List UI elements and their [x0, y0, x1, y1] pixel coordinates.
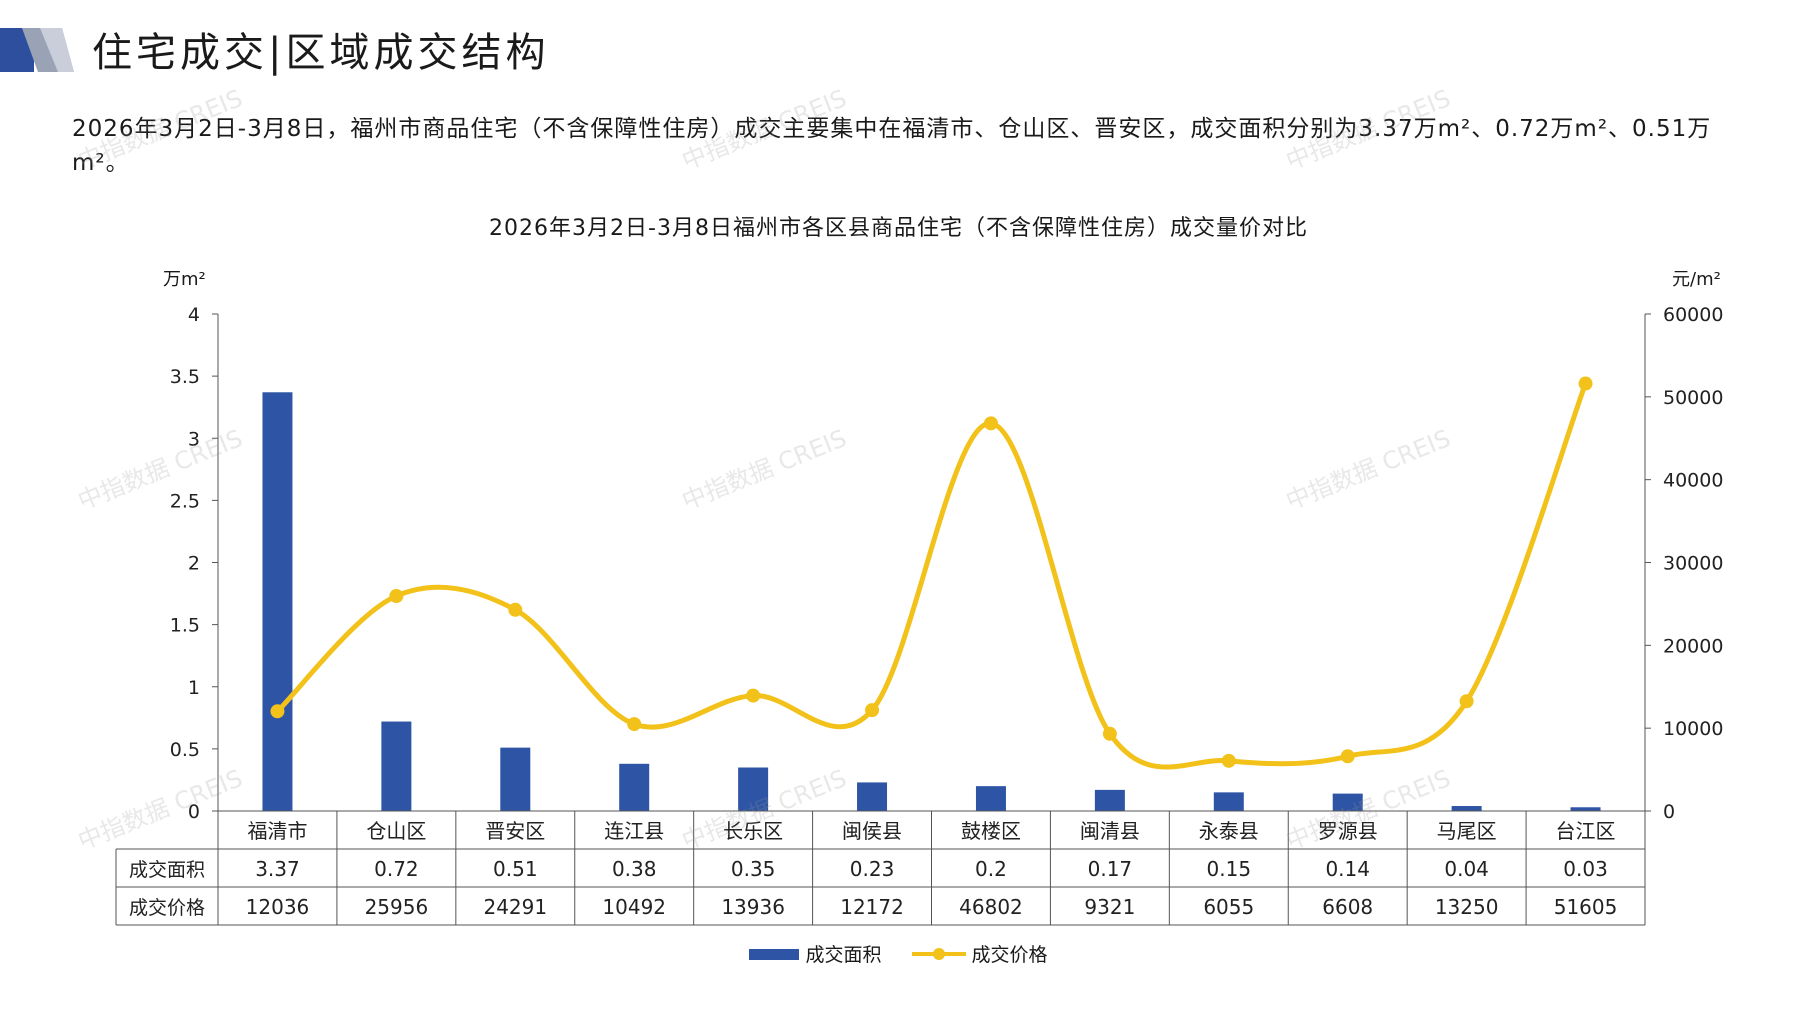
price-point-台江区 — [1578, 376, 1593, 391]
bar-永泰县 — [1213, 792, 1244, 811]
data-label-price: 13936 — [721, 895, 785, 919]
x-axis-tick-label: 连江县 — [604, 819, 664, 843]
left-axis-tick-label: 4 — [188, 304, 200, 326]
legend-label-area: 成交面积 — [805, 944, 882, 966]
table-row-header-area: 成交面积 — [129, 859, 205, 881]
data-label-area: 0.2 — [975, 857, 1007, 881]
bar-福清市 — [262, 392, 293, 811]
right-axis-tick-label: 30000 — [1663, 553, 1723, 575]
data-label-area: 0.04 — [1444, 857, 1489, 881]
bar-连江县 — [619, 763, 650, 811]
left-axis-tick-label: 3 — [188, 428, 200, 450]
x-axis-tick-label: 台江区 — [1556, 819, 1616, 843]
data-label-area: 0.15 — [1207, 857, 1252, 881]
left-axis-tick-label: 0 — [188, 801, 200, 823]
legend-item-area: 成交面积 — [749, 940, 882, 967]
price-point-福清市 — [270, 704, 285, 719]
header-decoration — [0, 28, 74, 72]
price-point-仓山区 — [389, 588, 404, 603]
data-label-price: 13250 — [1435, 895, 1499, 919]
price-point-闽侯县 — [865, 703, 880, 718]
data-label-area: 0.51 — [493, 857, 538, 881]
right-axis-tick-label: 50000 — [1663, 387, 1723, 409]
legend-bar-swatch — [749, 948, 800, 960]
left-axis-unit: 万m² — [163, 269, 206, 290]
data-label-price: 46802 — [959, 895, 1023, 919]
bar-罗源县 — [1332, 793, 1363, 811]
left-axis-tick-label: 2.5 — [170, 490, 200, 512]
x-axis-tick-label: 长乐区 — [723, 819, 783, 843]
right-axis-unit: 元/m² — [1672, 269, 1721, 290]
data-label-price: 6608 — [1322, 895, 1373, 919]
bar-闽清县 — [1094, 789, 1125, 811]
data-label-area: 0.38 — [612, 857, 657, 881]
table-row-header-price: 成交价格 — [129, 897, 205, 919]
data-label-area: 0.03 — [1563, 857, 1608, 881]
legend-label-price: 成交价格 — [971, 944, 1048, 966]
right-axis-tick-label: 10000 — [1663, 718, 1723, 740]
legend-item-price: 成交价格 — [911, 940, 1048, 967]
data-label-area: 0.72 — [374, 857, 419, 881]
left-axis-tick-label: 0.5 — [170, 739, 200, 761]
chart-title: 2026年3月2日-3月8日福州市各区县商品住宅（不含保障性住房）成交量价对比 — [489, 216, 1308, 241]
left-axis-tick-label: 3.5 — [170, 366, 200, 388]
price-point-长乐区 — [746, 688, 761, 703]
price-point-连江县 — [627, 717, 642, 732]
data-label-price: 12172 — [840, 895, 904, 919]
bar-长乐区 — [738, 767, 769, 811]
x-axis-tick-label: 闽侯县 — [842, 819, 902, 843]
data-label-area: 0.23 — [850, 857, 895, 881]
price-point-闽清县 — [1102, 726, 1117, 741]
right-axis-tick-label: 40000 — [1663, 470, 1723, 492]
price-point-鼓楼区 — [983, 416, 998, 431]
bar-仓山区 — [381, 721, 412, 811]
x-axis-tick-label: 罗源县 — [1318, 819, 1378, 843]
left-axis-tick-label: 1.5 — [170, 615, 200, 637]
bar-晋安区 — [500, 747, 531, 811]
summary-text: 2026年3月2日-3月8日，福州市商品住宅（不含保障性住房）成交主要集中在福清… — [72, 116, 1712, 176]
data-label-area: 0.17 — [1088, 857, 1133, 881]
data-label-area: 0.14 — [1325, 857, 1370, 881]
price-point-罗源县 — [1340, 749, 1355, 764]
data-label-price: 10492 — [602, 895, 666, 919]
legend-line-swatch — [911, 947, 966, 960]
price-point-马尾区 — [1459, 694, 1474, 709]
right-axis-tick-label: 20000 — [1663, 635, 1723, 657]
left-axis-tick-label: 2 — [188, 553, 200, 575]
x-axis-tick-label: 闽清县 — [1080, 819, 1140, 843]
data-label-price: 24291 — [483, 895, 547, 919]
x-axis-tick-label: 仓山区 — [366, 819, 426, 843]
data-label-price: 51605 — [1554, 895, 1618, 919]
data-label-price: 12036 — [246, 895, 310, 919]
data-label-area: 0.35 — [731, 857, 776, 881]
page-title: 住宅成交|区域成交结构 — [92, 30, 550, 76]
right-axis-tick-label: 60000 — [1663, 304, 1723, 326]
right-axis-tick-label: 0 — [1663, 801, 1675, 823]
price-point-晋安区 — [508, 602, 523, 617]
data-label-price: 25956 — [365, 895, 429, 919]
bar-台江区 — [1570, 807, 1601, 811]
chart-legend: 成交面积 成交价格 — [0, 940, 1797, 967]
bar-马尾区 — [1451, 806, 1482, 811]
data-label-price: 6055 — [1203, 895, 1254, 919]
x-axis-tick-label: 晋安区 — [485, 819, 545, 843]
bar-鼓楼区 — [975, 786, 1006, 811]
left-axis-tick-label: 1 — [188, 677, 200, 699]
x-axis-tick-label: 永泰县 — [1199, 819, 1259, 843]
bar-闽侯县 — [857, 782, 888, 811]
data-label-price: 9321 — [1084, 895, 1135, 919]
price-point-永泰县 — [1221, 753, 1236, 768]
x-axis-tick-label: 福清市 — [247, 819, 307, 843]
data-label-area: 3.37 — [255, 857, 300, 881]
x-axis-tick-label: 鼓楼区 — [961, 819, 1021, 843]
x-axis-tick-label: 马尾区 — [1437, 819, 1497, 843]
